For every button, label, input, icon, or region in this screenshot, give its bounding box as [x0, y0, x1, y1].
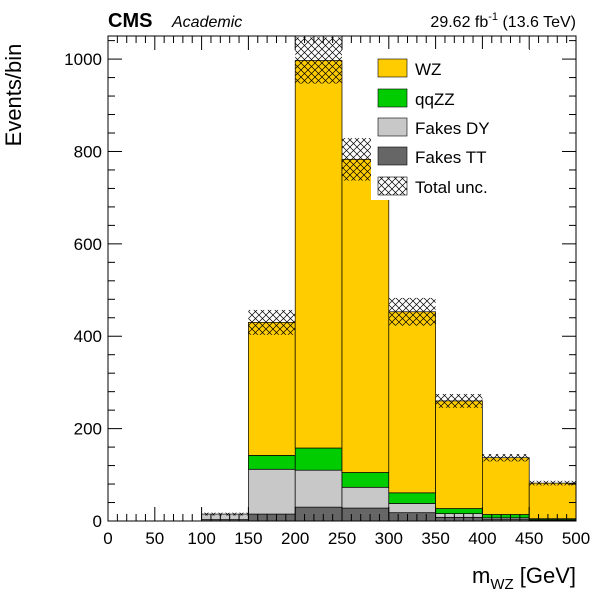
x-tick-label: 450 — [515, 529, 543, 548]
bar-wz-250-300 — [341, 158, 390, 473]
legend-label-total-unc: Total unc. — [415, 178, 488, 197]
bar-fakes-tt-300-350 — [388, 512, 436, 522]
legend-entry-fakes-tt: Fakes TT — [377, 146, 486, 167]
x-tick-label: 200 — [281, 529, 309, 548]
x-axis-title: mWZ [GeV] — [472, 563, 576, 593]
legend-swatch-total-unc — [377, 176, 408, 196]
bar-qqzz-400-450 — [482, 514, 530, 519]
x-tick-label: 300 — [375, 529, 403, 548]
uncertainty-band-350-400 — [435, 393, 483, 408]
bar-wz-400-450 — [482, 457, 530, 515]
legend-entry-total-unc: Total unc. — [377, 176, 488, 197]
legend-swatch-fakes-tt — [377, 146, 408, 166]
stacked-histogram — [201, 60, 577, 522]
luminosity-label: 29.62 fb-1 (13.6 TeV) — [430, 11, 576, 31]
x-tick-label: 0 — [103, 529, 112, 548]
y-tick-label: 600 — [74, 235, 102, 254]
bar-wz-350-400 — [435, 400, 483, 509]
academic-tag: Academic — [171, 14, 242, 31]
bar-fakes-dy-200-250 — [294, 469, 343, 508]
x-tick-label: 350 — [421, 529, 449, 548]
bar-qqzz-300-350 — [388, 492, 436, 504]
x-tick-label: 500 — [562, 529, 590, 548]
legend-label-wz: WZ — [415, 60, 441, 79]
y-tick-label: 400 — [74, 327, 102, 346]
bar-fakes-dy-150-200 — [248, 468, 296, 515]
legend-entry-qqzz: qqZZ — [377, 88, 455, 109]
bar-wz-150-200 — [248, 322, 296, 456]
bar-qqzz-150-200 — [248, 455, 296, 470]
bar-fakes-tt-200-250 — [294, 506, 343, 522]
bar-fakes-dy-350-400 — [435, 513, 483, 518]
bar-fakes-tt-350-400 — [435, 516, 483, 522]
bar-fakes-dy-300-350 — [388, 503, 436, 514]
bar-wz-200-250 — [294, 60, 343, 449]
y-tick-label: 200 — [74, 420, 102, 439]
uncertainty-band-400-450 — [482, 454, 530, 462]
y-axis-title: Events/bin — [1, 44, 26, 147]
bar-fakes-tt-250-300 — [341, 507, 390, 522]
x-tick-label: 150 — [234, 529, 262, 548]
legend-label-fakes-dy: Fakes DY — [415, 119, 490, 138]
bar-qqzz-250-300 — [341, 472, 390, 488]
bar-qqzz-350-400 — [435, 508, 483, 514]
uncertainty-band-150-200 — [248, 309, 296, 335]
x-tick-label: 50 — [145, 529, 164, 548]
legend-entry-fakes-dy: Fakes DY — [377, 117, 490, 138]
axes: 0 50 100 150 200 250 300 350 400 450 500 0 200 400 600… — [64, 35, 590, 548]
x-tick-label: 400 — [468, 529, 496, 548]
legend-swatch-wz — [377, 58, 408, 78]
bar-fakes-tt-150-200 — [248, 513, 296, 522]
y-tick-label: 800 — [74, 142, 102, 161]
bar-wz-450-500 — [528, 482, 577, 520]
legend-label-fakes-tt: Fakes TT — [415, 148, 486, 167]
legend-swatch-qqzz — [377, 88, 408, 108]
x-tick-label: 100 — [187, 529, 215, 548]
uncertainty-band-300-350 — [388, 297, 436, 326]
header: CMS Academic 29.62 fb-1 (13.6 TeV) — [108, 10, 576, 32]
bar-wz-300-350 — [388, 311, 436, 494]
legend-entry-wz: WZ — [377, 58, 441, 79]
uncertainty-band — [201, 37, 576, 516]
legend-swatch-fakes-dy — [377, 117, 408, 137]
y-tick-label: 1000 — [64, 50, 102, 69]
legend-label-qqzz: qqZZ — [415, 90, 455, 109]
uncertainty-band-200-250 — [295, 37, 342, 84]
x-tick-label: 250 — [328, 529, 356, 548]
legend: WZ qqZZ Fakes DY Fakes TT Total unc. — [371, 49, 529, 200]
bar-fakes-dy-250-300 — [341, 486, 390, 509]
uncertainty-band-450-500 — [529, 480, 576, 486]
uncertainty-band-100-150 — [201, 512, 249, 516]
experiment-label: CMS — [108, 10, 152, 32]
y-tick-label: 0 — [93, 512, 102, 531]
bar-qqzz-200-250 — [294, 447, 343, 471]
